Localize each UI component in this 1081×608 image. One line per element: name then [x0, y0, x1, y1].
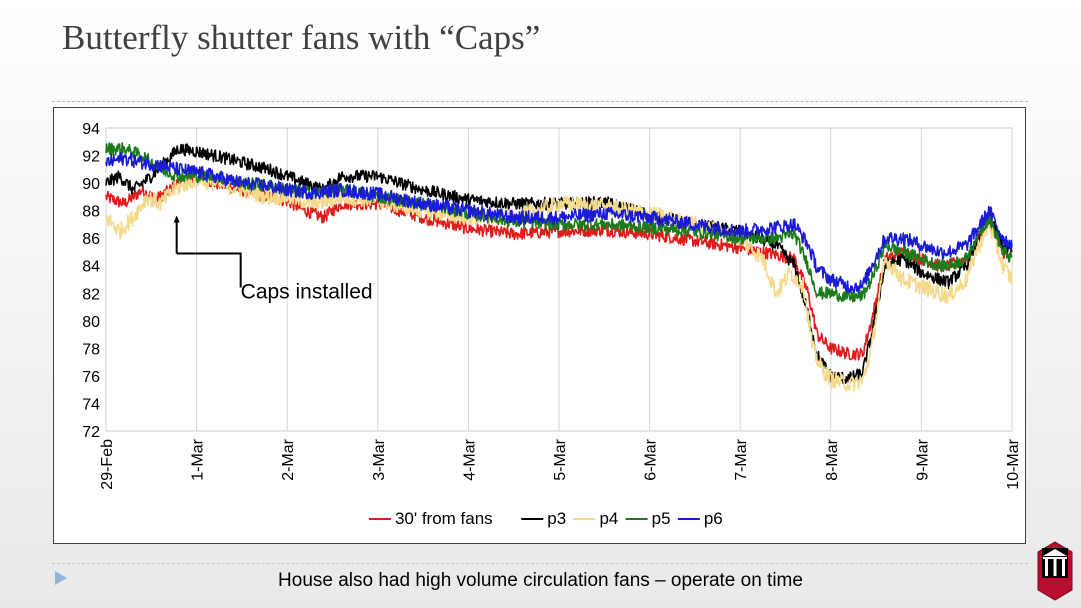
y-tick-label: 86: [82, 231, 100, 248]
y-tick-label: 88: [82, 204, 100, 221]
x-tick-label: 7-Mar: [733, 438, 750, 480]
x-tick-label: 4-Mar: [461, 438, 478, 480]
annotation-arrowhead-icon: [173, 215, 180, 223]
x-tick-label: 2-Mar: [280, 438, 297, 480]
legend-label: p3: [547, 509, 566, 528]
series-line-p4: [105, 170, 1013, 392]
y-tick-label: 84: [82, 259, 100, 276]
series-line-p3: [105, 143, 1013, 385]
annotation-label: Caps installed: [241, 281, 373, 304]
x-tick-label: 10-Mar: [1005, 438, 1022, 489]
y-tick-label: 94: [82, 121, 100, 138]
x-tick-label: 8-Mar: [824, 438, 841, 480]
y-tick-label: 78: [82, 341, 100, 358]
x-tick-label: 1-Mar: [190, 438, 207, 480]
y-tick-label: 72: [82, 424, 100, 441]
chart-container: 72 74 76 78 80 82 84 86 88 90 92 94 29-Feb 1-Mar 2-Mar…: [53, 107, 1026, 544]
legend-label: p4: [599, 509, 618, 528]
x-tick-label: 3-Mar: [371, 438, 388, 480]
series-line-p6: [105, 152, 1013, 294]
y-tick-label: 74: [82, 396, 100, 413]
annotation-leader-line: [176, 252, 242, 288]
university-logo-icon: [1037, 541, 1073, 601]
slide-title: Butterfly shutter fans with “Caps”: [62, 18, 541, 57]
temperature-line-chart: 72 74 76 78 80 82 84 86 88 90 92 94 29-Feb 1-Mar 2-Mar…: [82, 121, 1022, 528]
legend-label: 30' from fans: [395, 509, 493, 528]
x-tick-label: 29-Feb: [99, 439, 116, 490]
title-divider: [52, 101, 1028, 102]
y-tick-label: 90: [82, 176, 100, 193]
y-tick-label: 80: [82, 314, 100, 331]
y-tick-label: 92: [82, 149, 100, 166]
x-tick-label: 9-Mar: [914, 438, 931, 480]
legend-label: p6: [704, 509, 723, 528]
footer-divider: [52, 563, 1028, 564]
legend-label: p5: [652, 509, 671, 528]
y-tick-label: 76: [82, 369, 100, 386]
x-tick-label: 6-Mar: [643, 438, 660, 480]
bullet-arrow-icon: [55, 571, 67, 585]
footer-note: House also had high volume circulation f…: [278, 570, 803, 591]
x-tick-label: 5-Mar: [552, 438, 569, 480]
y-tick-label: 82: [82, 286, 100, 303]
